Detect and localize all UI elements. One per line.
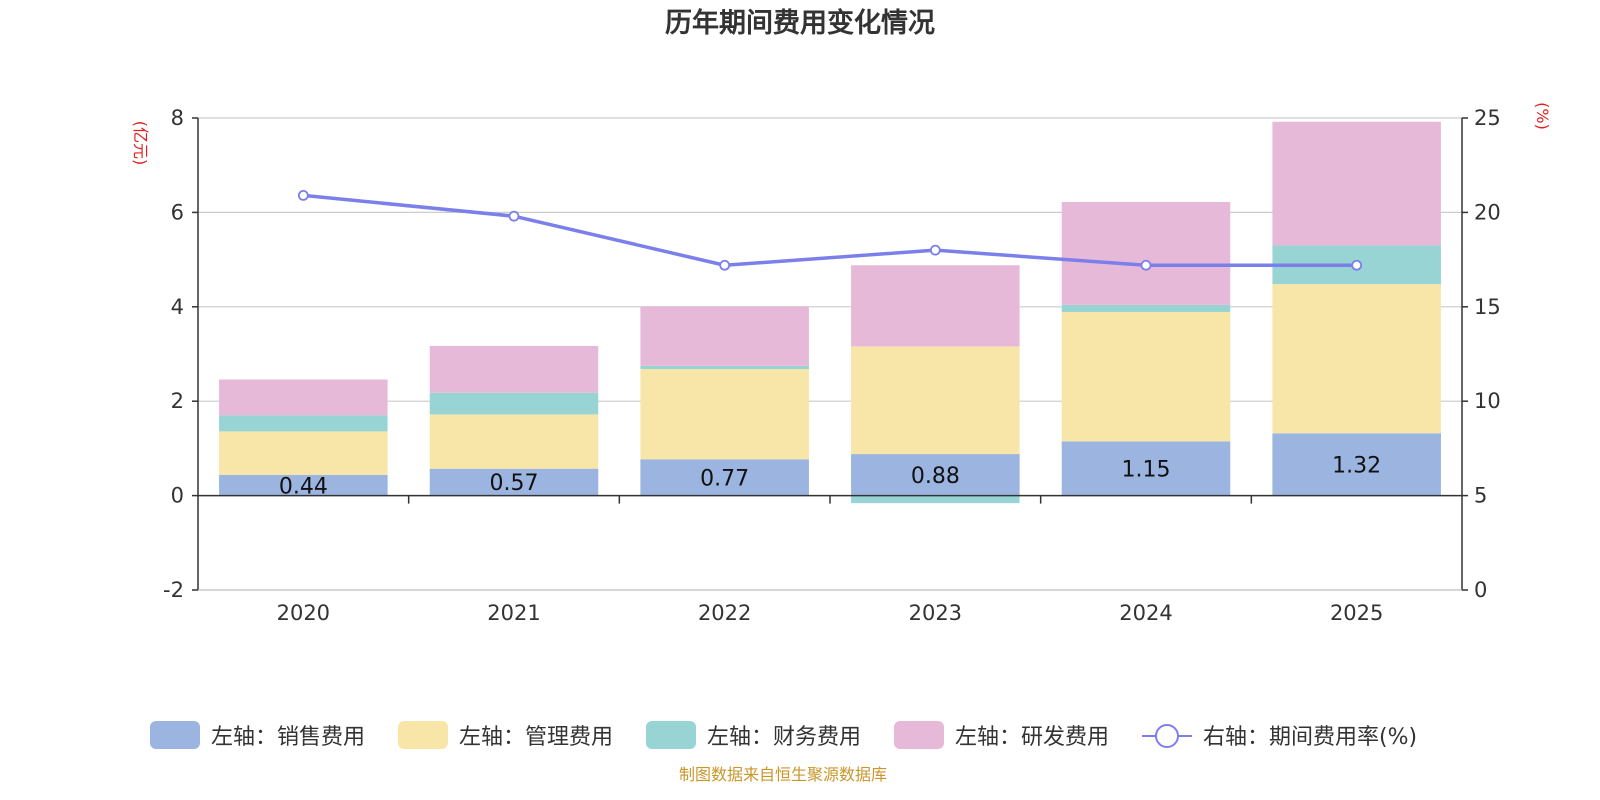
legend-label: 左轴：管理费用 (459, 725, 613, 750)
left-tick-label: 6 (171, 200, 184, 224)
bar-segment (851, 495, 1020, 504)
bar-segment (219, 379, 388, 416)
legend-label: 右轴：期间费用率(%) (1203, 725, 1417, 750)
bar-segment (429, 414, 599, 469)
bar-segment (219, 431, 388, 475)
legend-label: 左轴：财务费用 (707, 725, 861, 750)
x-tick-label: 2024 (1119, 601, 1172, 625)
bar-segment (851, 454, 1020, 496)
rate-point (1351, 259, 1363, 271)
chart-title: 历年期间费用变化情况 (665, 7, 935, 39)
data-label: 0.88 (911, 464, 960, 489)
axes-layer: 2020 2021 2022 2023 2024 2025-202468051015202… (163, 106, 1501, 625)
bar-segment (1061, 202, 1231, 305)
left-tick-label: 4 (171, 295, 184, 319)
data-label: 0.57 (490, 471, 539, 496)
right-tick-label: 20 (1474, 200, 1501, 224)
data-label: 0.77 (700, 466, 749, 491)
bar-segment (1272, 284, 1441, 434)
right-axis-unit: (%) (1533, 102, 1552, 130)
bar-segment (640, 459, 809, 496)
rate-line (303, 193, 1357, 268)
bar-segment (1061, 311, 1231, 442)
rate-point (297, 190, 309, 201)
rate-point (719, 259, 731, 271)
legend-marker (1155, 724, 1179, 748)
rate-point (1140, 259, 1152, 271)
bar-segment (429, 468, 599, 496)
x-tick-label: 2025 (1330, 601, 1383, 625)
bar-segment (640, 306, 809, 366)
data-source-note: 制图数据来自恒生聚源数据库 (679, 765, 887, 784)
legend-label: 左轴：研发费用 (955, 725, 1109, 750)
legend: 左轴：销售费用 左轴：管理费用 左轴：财务费用 左轴：研发费用 右轴：期间费用率(%) (150, 721, 1417, 750)
left-tick-label: 2 (171, 389, 184, 413)
legend-swatch (398, 721, 448, 749)
right-tick-label: 25 (1474, 106, 1501, 130)
labels-layer: 0.44 0.57 0.77 0.88 1.15 1.32 (279, 453, 1381, 499)
bar-segment (1061, 441, 1231, 496)
x-tick-label: 2023 (909, 601, 962, 625)
rate-point (929, 244, 941, 256)
bar-segment (640, 369, 809, 460)
line-layer (297, 190, 1363, 271)
legend-swatch (150, 721, 200, 749)
bar-segment (1272, 121, 1441, 246)
x-tick-label: 2021 (487, 601, 540, 625)
bar-segment (219, 474, 388, 496)
bars-layer (219, 121, 1441, 504)
data-label: 1.32 (1332, 453, 1381, 478)
bar-segment (429, 345, 599, 393)
bar-segment (1061, 304, 1231, 312)
rate-point (508, 210, 520, 222)
x-tick-label: 2022 (698, 601, 751, 625)
x-tick-label: 2020 (277, 601, 330, 625)
bar-segment (219, 415, 388, 432)
legend-swatch (894, 721, 944, 749)
right-tick-label: 0 (1474, 578, 1487, 602)
bar-segment (429, 392, 599, 415)
legend-swatch (646, 721, 696, 749)
data-label: 0.44 (279, 475, 328, 500)
bar-segment (851, 265, 1020, 347)
left-axis-unit: (亿元) (131, 121, 150, 166)
left-tick-label: 8 (171, 106, 184, 130)
bar-segment (640, 365, 809, 370)
data-label: 1.15 (1122, 457, 1171, 482)
right-tick-label: 10 (1474, 389, 1501, 413)
left-tick-label: 0 (171, 484, 184, 508)
right-tick-label: 15 (1474, 295, 1501, 319)
left-tick-label: -2 (163, 578, 184, 602)
right-tick-label: 5 (1474, 484, 1487, 508)
bar-segment (851, 346, 1020, 455)
bar-segment (1272, 433, 1441, 496)
legend-label: 左轴：销售费用 (211, 725, 365, 750)
